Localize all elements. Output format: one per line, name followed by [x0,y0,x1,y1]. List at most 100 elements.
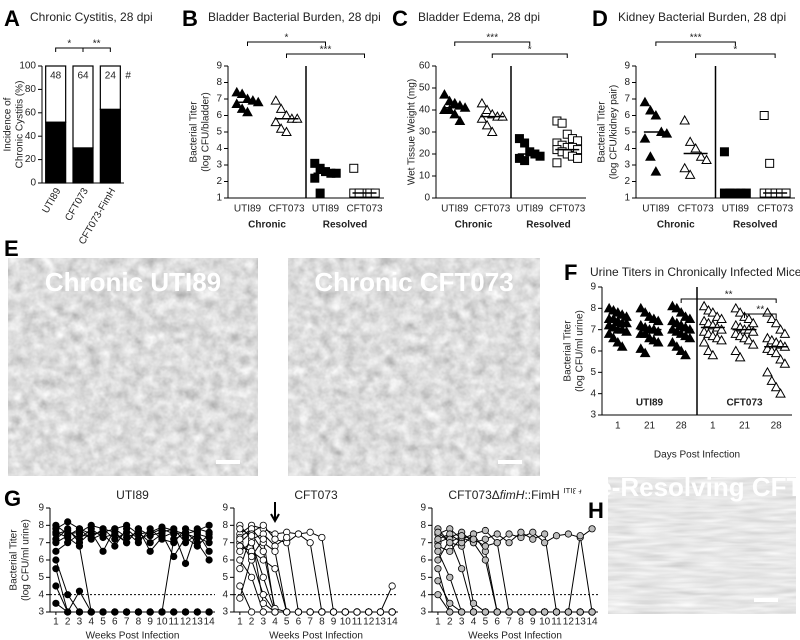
data-point [493,539,501,547]
data-point [481,556,489,564]
data-point [434,556,442,564]
y-tick-label: 10 [419,171,431,182]
data-point [193,525,201,533]
data-point [535,151,545,161]
x-tick-label: 8 [319,617,325,628]
micrograph [288,258,540,476]
data-point [446,539,454,547]
data-point [281,126,292,136]
data-point [481,542,489,550]
significance-label: * [528,45,532,56]
data-point [734,351,746,362]
data-point [520,138,530,148]
x-tick-label: CFT073 [549,204,586,215]
data-point [259,599,267,607]
data-point [481,104,493,114]
data-point [111,608,119,616]
data-point [698,336,710,347]
data-point [639,96,651,107]
x-tick-label: 9 [530,617,536,628]
significance-bracket [247,41,326,46]
data-point [170,535,178,543]
data-point [365,608,373,616]
bar-segment [99,65,121,110]
y-tick-label: 3 [38,607,44,618]
data-point [529,608,537,616]
y-tick-label: 6 [222,555,228,566]
data-point [353,608,361,616]
y-tick-label: 3 [216,160,222,171]
title-part: fimH [500,488,525,502]
x-tick-label: 4 [88,617,94,628]
data-point [762,366,773,377]
data-point [434,565,442,573]
data-point [75,530,84,538]
data-point [306,608,314,616]
x-tick-label: 5 [100,617,106,628]
y-tick-label: 100 [19,61,36,72]
chart-title: Urine Titers in Chronically Infected Mic… [590,265,800,279]
bar-segment [45,121,67,184]
data-point [236,582,244,590]
data-point [652,326,664,336]
panel-letter: F [564,260,577,285]
series-line [55,559,210,613]
data-point [270,116,282,127]
x-tick-label: 10 [156,617,168,628]
x-tick-label: 14 [587,617,599,628]
chart-title: Bladder Edema, 28 dpi [418,10,540,24]
data-point [541,530,549,538]
data-point [541,608,549,616]
data-point [552,532,561,540]
x-tick-label: 11 [352,617,363,628]
data-point [247,573,256,581]
data-point [458,608,466,616]
y-tick-label: 6 [216,110,222,121]
data-point [134,525,142,533]
data-point [701,154,712,165]
data-point [236,525,244,533]
data-point [111,535,119,543]
data-point [158,608,166,616]
y-tick-label: 4 [38,589,44,600]
y-tick-label: 20 [25,154,37,165]
data-point [64,518,72,526]
panel-letter: A [4,6,20,31]
data-point [99,525,107,533]
data-point [449,97,461,108]
title-part: ::FimH [524,488,559,502]
micrograph [8,258,258,476]
n-label: 24 [105,71,117,82]
data-point [775,388,786,398]
data-point [486,126,498,136]
y-tick-label: 7 [216,94,222,105]
y-tick-label: 0 [30,178,36,189]
data-point [181,608,190,616]
data-point [247,532,256,540]
data-point [205,608,213,616]
data-point [134,608,142,616]
x-tick-label: 1 [237,617,243,628]
y-axis-label: (log CFU/kidney pair) [609,85,620,179]
data-point [679,162,691,173]
x-tick-label: 7 [506,617,512,628]
data-point [231,98,243,108]
data-point [469,599,478,607]
x-tick-label: 10 [340,617,352,628]
x-axis-label: Weeks Post Infection [86,631,180,640]
y-tick-label: 1 [216,193,222,204]
x-tick-label: 28 [676,421,688,432]
data-point [469,535,478,543]
significance-bracket [286,53,365,58]
data-point [310,173,320,183]
y-axis-label: Bacterial Titer [9,529,20,591]
x-tick-label: 11 [551,617,562,628]
data-point [762,307,773,317]
data-point [639,328,651,338]
x-tick-label: 1 [435,617,441,628]
data-point [612,336,624,347]
data-point [564,608,572,616]
data-point [259,521,267,529]
data-point [170,552,178,561]
